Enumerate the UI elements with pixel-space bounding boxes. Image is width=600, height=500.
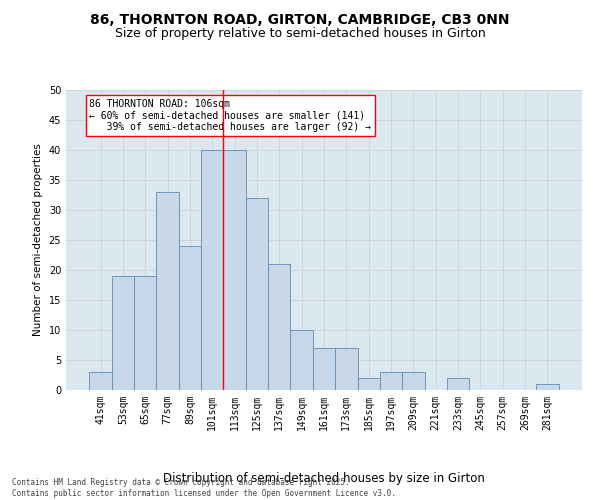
- Bar: [179, 246, 201, 390]
- Bar: [246, 198, 268, 390]
- Bar: [358, 378, 380, 390]
- Bar: [447, 378, 469, 390]
- Text: Contains HM Land Registry data © Crown copyright and database right 2025.
Contai: Contains HM Land Registry data © Crown c…: [12, 478, 396, 498]
- Bar: [157, 192, 179, 390]
- Bar: [335, 348, 358, 390]
- X-axis label: Distribution of semi-detached houses by size in Girton: Distribution of semi-detached houses by …: [163, 472, 485, 485]
- Bar: [89, 372, 112, 390]
- Bar: [201, 150, 223, 390]
- Bar: [290, 330, 313, 390]
- Text: 86, THORNTON ROAD, GIRTON, CAMBRIDGE, CB3 0NN: 86, THORNTON ROAD, GIRTON, CAMBRIDGE, CB…: [90, 12, 510, 26]
- Text: Size of property relative to semi-detached houses in Girton: Size of property relative to semi-detach…: [115, 28, 485, 40]
- Bar: [112, 276, 134, 390]
- Text: 86 THORNTON ROAD: 106sqm
← 60% of semi-detached houses are smaller (141)
   39% : 86 THORNTON ROAD: 106sqm ← 60% of semi-d…: [89, 99, 371, 132]
- Y-axis label: Number of semi-detached properties: Number of semi-detached properties: [33, 144, 43, 336]
- Bar: [223, 150, 246, 390]
- Bar: [134, 276, 157, 390]
- Bar: [536, 384, 559, 390]
- Bar: [268, 264, 290, 390]
- Bar: [402, 372, 425, 390]
- Bar: [380, 372, 402, 390]
- Bar: [313, 348, 335, 390]
